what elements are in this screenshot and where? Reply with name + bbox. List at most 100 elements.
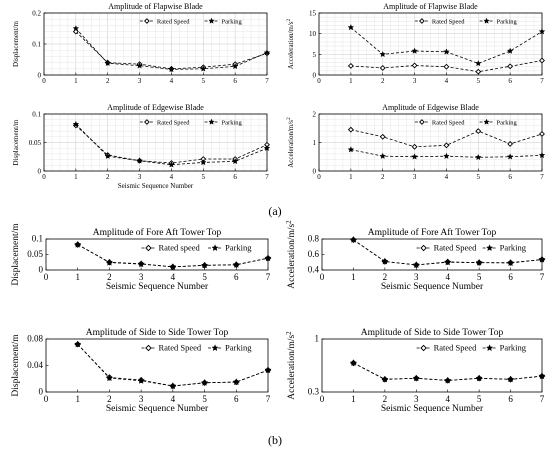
legend-entry-2: Parking bbox=[225, 242, 252, 252]
y-tick-label: 0 bbox=[38, 72, 42, 80]
plot-area bbox=[322, 239, 542, 270]
legend: Rated speed Parking bbox=[141, 242, 252, 252]
x-tick-label: 5 bbox=[477, 272, 482, 282]
y-axis-label: Acceleration/m/s2 bbox=[285, 220, 297, 289]
data-point-star bbox=[264, 254, 272, 262]
legend: Rated Speed Parking bbox=[139, 118, 243, 126]
x-tick-label: 6 bbox=[508, 394, 513, 404]
x-tick-label: 5 bbox=[202, 272, 207, 282]
chart-title: Amplitude of Fore Aft Tower Top bbox=[93, 227, 222, 238]
plot-frame bbox=[318, 12, 543, 76]
x-axis-label: Seismic Sequence Number bbox=[381, 404, 484, 414]
legend: Rated Speed Parking bbox=[416, 242, 527, 252]
x-tick-label: 1 bbox=[349, 77, 353, 85]
y-tick-label: 0.4 bbox=[308, 265, 320, 275]
chart-3: 0 1 2 3 4 5 6 7 0 0.05 0.1 Amplitude of Edgewise Bl… bbox=[12, 103, 271, 190]
data-point-star bbox=[411, 47, 418, 54]
data-point-star bbox=[349, 359, 358, 367]
data-point-diamond bbox=[539, 131, 545, 137]
legend-marker-star bbox=[208, 17, 215, 24]
x-tick-label: 7 bbox=[540, 173, 544, 181]
x-tick-label: 4 bbox=[445, 77, 449, 85]
data-point-star bbox=[232, 260, 240, 268]
x-tick-label: 6 bbox=[508, 173, 512, 181]
data-point-diamond bbox=[443, 142, 450, 149]
y-axis-label-text: Acceleration/m/s bbox=[287, 21, 295, 69]
x-tick-label: 0 bbox=[320, 272, 325, 282]
data-point-star bbox=[104, 152, 111, 159]
y-tick-label: 0.1 bbox=[32, 111, 41, 119]
series-2 bbox=[74, 340, 272, 390]
y-tick-label: 0 bbox=[313, 72, 317, 80]
legend-marker-diamond bbox=[420, 344, 427, 352]
legend-entry-2: Parking bbox=[497, 18, 518, 25]
x-tick-label: 0 bbox=[42, 173, 46, 181]
y-tick-label: 0.3 bbox=[308, 387, 320, 397]
data-point-star bbox=[538, 151, 546, 159]
data-point-star bbox=[412, 261, 420, 269]
grid bbox=[43, 12, 268, 76]
y-tick-label: 0.6 bbox=[308, 249, 320, 259]
data-point-star bbox=[264, 366, 272, 374]
chart-1: 0 1 2 3 4 5 6 7 0 0.1 0.2 Amplitude of Flapwise Bla… bbox=[12, 2, 271, 85]
x-tick-label: 3 bbox=[138, 173, 142, 181]
legend: Rated Speed Parking bbox=[414, 118, 518, 126]
data-point-star bbox=[105, 258, 114, 266]
data-point-diamond bbox=[347, 62, 354, 69]
chart-2: 0 1 2 3 4 5 6 7 0 5 10 15 Amplitude of Flapwise Blad… bbox=[286, 2, 546, 85]
chart-5: 0 1 2 3 4 5 6 7 0 0.05 0.1 Amplitude of Fore Aft To… bbox=[11, 223, 272, 292]
x-axis-label: Seismic Sequence Number bbox=[381, 282, 484, 292]
x-tick-label: 2 bbox=[381, 77, 385, 85]
x-tick-label: 2 bbox=[381, 173, 385, 181]
x-tick-label: 0 bbox=[44, 272, 49, 282]
x-tick-label: 1 bbox=[74, 173, 78, 181]
legend-marker-diamond bbox=[420, 244, 427, 252]
legend-marker-diamond bbox=[145, 344, 152, 352]
data-point-star bbox=[347, 24, 355, 31]
data-point-star bbox=[379, 50, 386, 58]
x-tick-label: 5 bbox=[477, 173, 481, 181]
x-tick-label: 1 bbox=[351, 272, 356, 282]
legend-entry-1: Rated speed bbox=[158, 242, 200, 252]
data-point-star bbox=[232, 378, 240, 386]
series-2 bbox=[349, 235, 546, 269]
legend-marker-star bbox=[211, 344, 219, 352]
y-axis-label-text: Acceleration/m/s bbox=[287, 120, 295, 168]
y-tick-label: 1 bbox=[313, 139, 317, 147]
legend-entry-2: Parking bbox=[225, 342, 252, 352]
y-axis-label-superscript: 2 bbox=[286, 117, 292, 120]
legend-marker-star bbox=[208, 118, 215, 125]
data-point-diamond bbox=[507, 63, 514, 70]
data-point-star bbox=[137, 376, 145, 384]
y-axis-label-text: Acceleration/m/s bbox=[287, 224, 297, 289]
y-tick-label: 0 bbox=[39, 265, 44, 275]
y-axis-label-text: Displacement/m bbox=[12, 119, 20, 165]
data-point-diamond bbox=[507, 140, 514, 147]
x-tick-label: 5 bbox=[202, 394, 207, 404]
y-tick-label: 2 bbox=[313, 111, 317, 119]
legend-marker-diamond bbox=[144, 18, 150, 24]
data-point-star bbox=[169, 263, 177, 270]
data-point-star bbox=[263, 144, 271, 151]
chart-title: Amplitude of Flapwise Blade bbox=[108, 2, 203, 11]
series-2 bbox=[349, 359, 546, 384]
legend-entry-2: Parking bbox=[222, 18, 243, 25]
data-point-star bbox=[506, 259, 515, 267]
data-point-star bbox=[200, 378, 209, 386]
x-tick-label: 3 bbox=[139, 272, 144, 282]
y-tick-label: 0.04 bbox=[27, 360, 43, 370]
x-tick-label: 2 bbox=[383, 394, 388, 404]
y-axis-label-text: Displacement/m bbox=[11, 223, 21, 286]
x-tick-label: 6 bbox=[233, 173, 237, 181]
x-tick-label: 2 bbox=[106, 173, 110, 181]
x-tick-label: 3 bbox=[139, 394, 144, 404]
data-point-star bbox=[231, 62, 239, 70]
data-point-star bbox=[200, 65, 207, 72]
data-point-star bbox=[475, 258, 483, 266]
legend: Rated Speed Parking bbox=[414, 17, 518, 25]
data-point-star bbox=[137, 260, 145, 268]
legend-marker-star bbox=[483, 118, 490, 125]
chart-4: 0 1 2 3 4 5 6 7 0 1 2 Amplitude of Edgewise Blade Ac… bbox=[286, 103, 546, 181]
series-1 bbox=[347, 57, 545, 75]
data-point-diamond bbox=[475, 68, 482, 75]
